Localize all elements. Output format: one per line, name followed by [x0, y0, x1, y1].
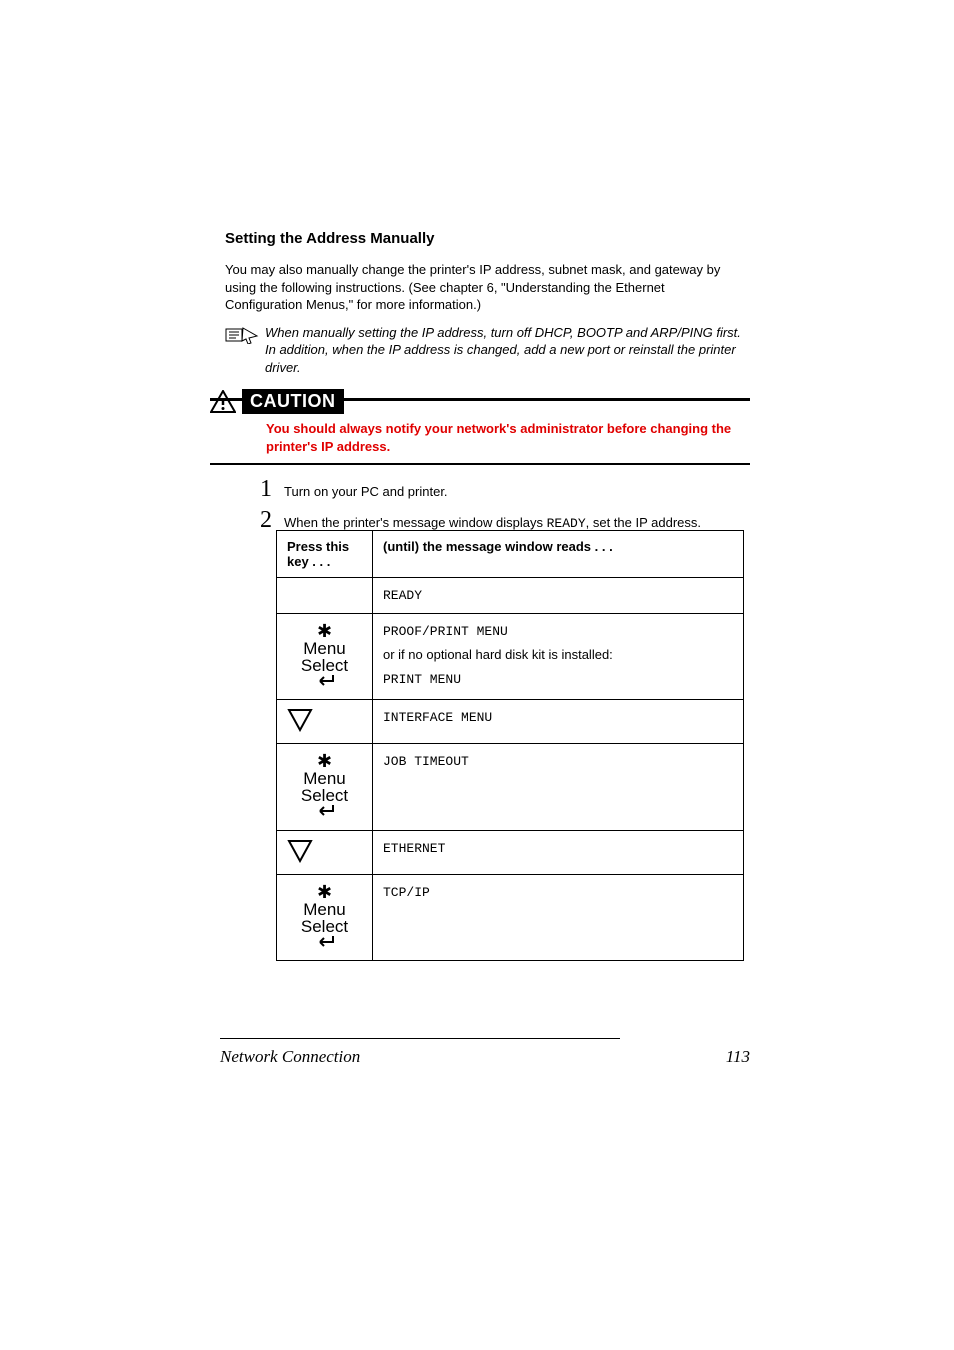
caution-body: You should always notify your network's … — [210, 420, 750, 455]
select-label: Select — [301, 787, 348, 804]
menu-table: Press this key . . . (until) the message… — [276, 530, 744, 961]
caution-rule-bottom — [210, 463, 750, 465]
step-list: 1 Turn on your PC and printer. 2 When th… — [260, 476, 750, 538]
step-text-before: When the printer's message window displa… — [284, 515, 547, 530]
intro-paragraph: You may also manually change the printer… — [225, 261, 745, 314]
enter-arrow-icon — [315, 804, 335, 821]
down-triangle-icon — [287, 708, 313, 735]
menu-label: Menu — [303, 640, 346, 657]
section-heading: Setting the Address Manually — [225, 230, 745, 247]
step-text: Turn on your PC and printer. — [284, 484, 448, 501]
table-row: ✱ Menu Select JOB TIMEOUT — [277, 744, 744, 830]
note-block: When manually setting the IP address, tu… — [225, 324, 745, 377]
star-icon: ✱ — [317, 752, 332, 770]
msg-mono: ETHERNET — [383, 841, 733, 856]
page-number: 113 — [726, 1047, 750, 1067]
enter-arrow-icon — [315, 674, 335, 691]
msg-cell: JOB TIMEOUT — [373, 744, 744, 830]
key-cell-down — [277, 700, 373, 744]
footer-rule — [220, 1038, 620, 1039]
msg-mono: READY — [383, 588, 733, 603]
col-header-msg: (until) the message window reads . . . — [373, 531, 744, 578]
col-header-key: Press this key . . . — [277, 531, 373, 578]
msg-mono: PRINT MENU — [383, 672, 733, 687]
msg-cell: TCP/IP — [373, 874, 744, 960]
key-cell-menuselect: ✱ Menu Select — [277, 874, 373, 960]
caution-label: CAUTION — [242, 389, 344, 414]
key-cell-menuselect: ✱ Menu Select — [277, 614, 373, 700]
down-triangle-icon — [287, 839, 313, 866]
enter-arrow-icon — [315, 935, 335, 952]
star-icon: ✱ — [317, 883, 332, 901]
table-row: INTERFACE MENU — [277, 700, 744, 744]
msg-mono: TCP/IP — [383, 885, 733, 900]
menu-label: Menu — [303, 901, 346, 918]
table-row: ✱ Menu Select TCP/IP — [277, 874, 744, 960]
step-number: 1 — [260, 476, 284, 503]
msg-cell: ETHERNET — [373, 830, 744, 874]
note-icon — [225, 324, 265, 377]
menu-label: Menu — [303, 770, 346, 787]
step-text-mono: READY — [547, 516, 586, 531]
note-text: When manually setting the IP address, tu… — [265, 324, 745, 377]
select-label: Select — [301, 657, 348, 674]
key-cell-menuselect: ✱ Menu Select — [277, 744, 373, 830]
msg-mono: PROOF/PRINT MENU — [383, 624, 733, 639]
table-row: ✱ Menu Select PROOF/PRINT MENU or if no … — [277, 614, 744, 700]
msg-alt-text: or if no optional hard disk kit is insta… — [383, 647, 733, 662]
step-1: 1 Turn on your PC and printer. — [260, 476, 750, 503]
msg-cell: PROOF/PRINT MENU or if no optional hard … — [373, 614, 744, 700]
caution-block: CAUTION You should always notify your ne… — [210, 398, 750, 465]
msg-mono: INTERFACE MENU — [383, 710, 733, 725]
footer-title: Network Connection — [220, 1047, 360, 1067]
msg-mono: JOB TIMEOUT — [383, 754, 733, 769]
star-icon: ✱ — [317, 622, 332, 640]
step-text-after: , set the IP address. — [586, 515, 701, 530]
table-row: READY — [277, 578, 744, 614]
msg-cell: INTERFACE MENU — [373, 700, 744, 744]
msg-cell: READY — [373, 578, 744, 614]
page-footer: Network Connection 113 — [220, 1038, 750, 1067]
key-cell-down — [277, 830, 373, 874]
table-row: ETHERNET — [277, 830, 744, 874]
select-label: Select — [301, 918, 348, 935]
warning-icon — [210, 390, 236, 414]
key-cell-blank — [277, 578, 373, 614]
table-header-row: Press this key . . . (until) the message… — [277, 531, 744, 578]
